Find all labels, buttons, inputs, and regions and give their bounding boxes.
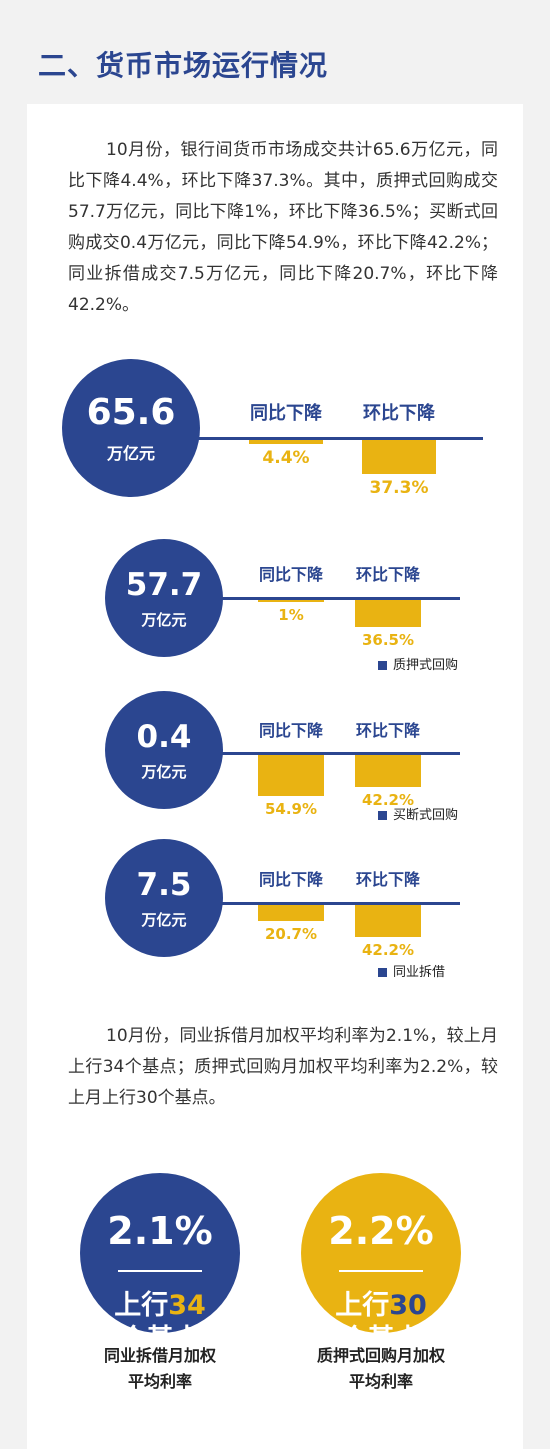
total-unit: 万亿元: [141, 911, 187, 929]
bar-value-label: 42.2%: [361, 941, 415, 959]
category-label: 同比下降: [258, 721, 323, 740]
category-label: 同比下降: [258, 870, 323, 889]
rate-change: 上行34: [114, 1290, 206, 1321]
bar: [355, 905, 421, 937]
category-label: 同比下降: [250, 403, 322, 424]
chart-baseline: [197, 437, 483, 440]
rate-caption: 质押式回购月加权 平均利率: [316, 1346, 445, 1391]
legend-label: 同业拆借: [393, 965, 446, 980]
bar-value-label: 36.5%: [361, 631, 415, 649]
category-label: 环比下降: [355, 565, 420, 584]
rate-value: 2.1%: [107, 1209, 213, 1253]
legend-swatch: [378, 661, 387, 670]
chart-legend: 同业拆借: [378, 961, 445, 980]
bar: [249, 440, 323, 444]
bar: [258, 600, 324, 602]
category-label: 环比下降: [363, 403, 435, 424]
rate-change: 上行30: [335, 1290, 427, 1321]
category-label: 同比下降: [258, 565, 323, 584]
chart-baseline: [220, 902, 460, 905]
bar-value-label: 20.7%: [264, 925, 318, 943]
bar-value-label: 4.4%: [262, 448, 310, 468]
rate-circle: 2.1% 上行34 个基点: [80, 1173, 240, 1355]
bar: [355, 600, 421, 627]
total-circle: 65.6 万亿元: [62, 359, 200, 497]
bar: [258, 905, 324, 921]
section-title: 二、货币市场运行情况: [38, 49, 329, 82]
legend-swatch: [378, 968, 387, 977]
rate-caption: 同业拆借月加权 平均利率: [103, 1346, 216, 1391]
total-unit: 万亿元: [106, 444, 155, 463]
total-value: 7.5: [136, 867, 192, 903]
bar: [258, 755, 324, 796]
paragraph-volume: 10月份，银行间货币市场成交共计65.6万亿元，同比下降4.4%，环比下降37.…: [68, 140, 498, 315]
legend-swatch: [378, 811, 387, 820]
chart-legend: 质押式回购: [378, 654, 458, 673]
bar-value-label: 54.9%: [264, 800, 318, 818]
rate-value: 2.2%: [328, 1209, 434, 1253]
bar-value-label: 1%: [278, 606, 304, 624]
bar-value-label: 37.3%: [369, 478, 429, 498]
total-circle: 7.5 万亿元: [105, 839, 223, 957]
rate-change-unit: 个基点: [340, 1324, 422, 1355]
category-label: 环比下降: [355, 721, 420, 740]
total-value: 65.6: [86, 392, 176, 433]
legend-label: 质押式回购: [393, 658, 459, 673]
legend-label: 买断式回购: [393, 808, 459, 823]
chart-legend: 买断式回购: [378, 804, 458, 823]
total-circle: 57.7 万亿元: [105, 539, 223, 657]
total-circle: 0.4 万亿元: [105, 691, 223, 809]
chart-baseline: [220, 752, 460, 755]
bar: [355, 755, 421, 787]
bar-value-label: 42.2%: [361, 791, 415, 809]
rate-divider: [339, 1270, 423, 1272]
paragraph-rates: 10月份，同业拆借月加权平均利率为2.1%，较上月上行34个基点；质押式回购月加…: [68, 1026, 498, 1108]
total-value: 57.7: [125, 567, 203, 603]
total-value: 0.4: [136, 719, 192, 755]
chart-baseline: [220, 597, 460, 600]
rate-divider: [118, 1270, 202, 1272]
total-unit: 万亿元: [141, 611, 187, 629]
bar: [362, 440, 436, 474]
total-unit: 万亿元: [141, 763, 187, 781]
rate-circle: 2.2% 上行30 个基点: [301, 1173, 461, 1355]
category-label: 环比下降: [355, 870, 420, 889]
rate-change-unit: 个基点: [119, 1324, 201, 1355]
